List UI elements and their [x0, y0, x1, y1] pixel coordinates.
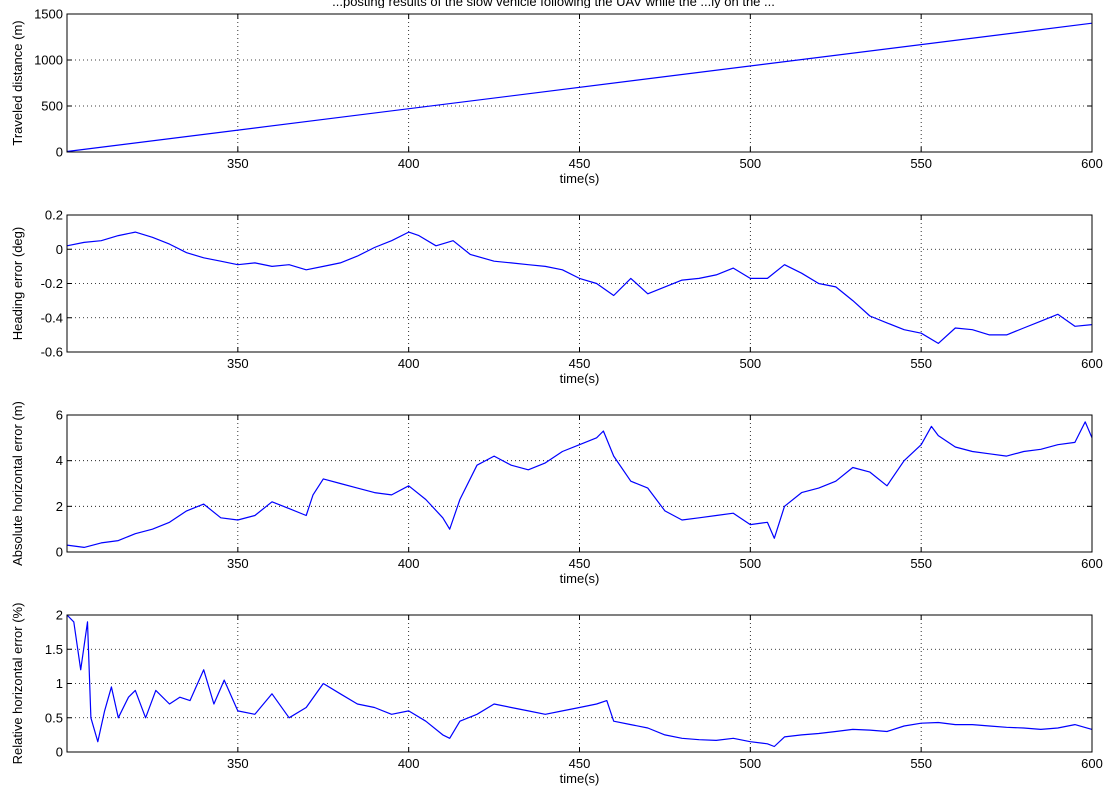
x-tick-label: 400	[398, 756, 420, 771]
y-tick-label: -0.4	[41, 310, 63, 325]
x-tick-label: 450	[569, 756, 591, 771]
x-tick-label: 600	[1081, 356, 1103, 371]
y-axis-label: Traveled distance (m)	[10, 20, 25, 145]
y-tick-label: 0	[56, 145, 63, 160]
data-series-line	[66, 421, 1093, 549]
x-tick-label: 500	[739, 356, 761, 371]
y-tick-label: 0	[56, 745, 63, 760]
y-tick-label: 4	[56, 453, 63, 468]
subplot-4: 350 400 450 500 550 600 0 0.5 1 1.5 2 time(s) Relati…	[10, 603, 1103, 786]
x-tick-label: 500	[739, 556, 761, 571]
data-series-line	[66, 614, 1093, 748]
x-tick-label: 450	[569, 356, 591, 371]
y-tick-label: 1500	[34, 7, 63, 22]
figure-title: ...posting results of the slow vehicle f…	[332, 0, 775, 8]
x-tick-label: 400	[398, 156, 420, 171]
y-axis-label: Heading error (deg)	[10, 227, 25, 340]
x-tick-label: 350	[227, 756, 249, 771]
x-tick-label: 350	[227, 556, 249, 571]
axes-frame	[66, 214, 1093, 353]
x-tick-label: 550	[910, 356, 932, 371]
y-tick-label: 6	[56, 408, 63, 423]
x-tick-label: 400	[398, 356, 420, 371]
x-tick-label: 600	[1081, 756, 1103, 771]
x-tick-label: 400	[398, 556, 420, 571]
axes-frame	[66, 414, 1093, 553]
x-tick-label: 550	[910, 556, 932, 571]
y-axis-label: Absolute horizontal error (m)	[10, 401, 25, 566]
y-tick-label: 0	[56, 242, 63, 257]
x-tick-label: 600	[1081, 556, 1103, 571]
y-tick-label: 1000	[34, 53, 63, 68]
y-tick-label: 0	[56, 545, 63, 560]
subplot-2: 350 400 450 500 550 600 -0.6 -0.4 -0.2 0 0.2 time(s…	[10, 208, 1103, 387]
data-series-line	[66, 22, 1093, 153]
x-tick-label: 550	[910, 156, 932, 171]
axes-frame	[66, 614, 1093, 753]
x-axis-label: time(s)	[560, 371, 600, 386]
x-tick-label: 500	[739, 756, 761, 771]
y-tick-label: 1	[56, 676, 63, 691]
y-tick-label: 0.2	[45, 208, 63, 223]
y-tick-label: 0.5	[45, 710, 63, 725]
x-tick-label: 450	[569, 156, 591, 171]
axes-frame	[66, 13, 1093, 153]
x-axis-label: time(s)	[560, 171, 600, 186]
x-tick-label: 350	[227, 356, 249, 371]
subplot-3: 350 400 450 500 550 600 0 2 4 6 time(s) Absolute ho…	[10, 401, 1103, 586]
x-tick-label: 600	[1081, 156, 1103, 171]
data-series-line	[66, 231, 1093, 344]
x-axis-label: time(s)	[560, 571, 600, 586]
x-axis-label: time(s)	[560, 771, 600, 786]
x-tick-label: 550	[910, 756, 932, 771]
x-tick-label: 350	[227, 156, 249, 171]
y-tick-label: 1.5	[45, 642, 63, 657]
subplot-1: 350 400 450 500 550 600 0 500 1000 1500 time(s) Tra…	[10, 7, 1103, 187]
y-tick-label: 2	[56, 608, 63, 623]
y-tick-label: 500	[41, 99, 63, 114]
y-tick-label: 2	[56, 499, 63, 514]
y-tick-label: -0.2	[41, 276, 63, 291]
y-axis-label: Relative horizontal error (%)	[10, 603, 25, 765]
x-tick-label: 500	[739, 156, 761, 171]
x-tick-label: 450	[569, 556, 591, 571]
y-tick-label: -0.6	[41, 345, 63, 360]
